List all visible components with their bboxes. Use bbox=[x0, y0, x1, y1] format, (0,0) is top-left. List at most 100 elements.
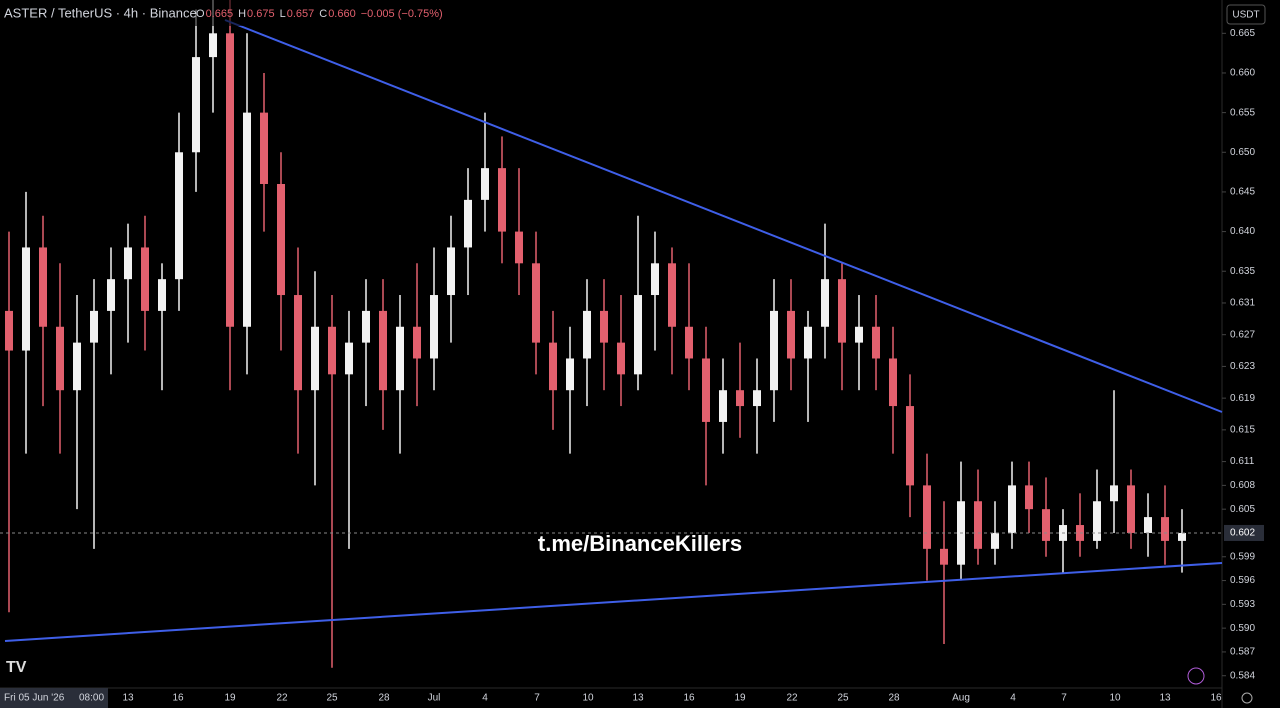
x-tick-label: 10 bbox=[1109, 693, 1121, 704]
candle-body bbox=[158, 279, 166, 311]
candle-body bbox=[464, 199, 472, 248]
candle-body bbox=[1025, 485, 1033, 510]
y-tick-label: 0.587 bbox=[1230, 647, 1255, 658]
crosshair-box bbox=[0, 688, 108, 708]
lightning-button[interactable] bbox=[1187, 667, 1205, 685]
candle-body bbox=[566, 358, 574, 391]
candles bbox=[5, 0, 1186, 668]
candle-body bbox=[294, 295, 302, 391]
ohlc-value: 0.675 bbox=[247, 8, 275, 20]
candle-body bbox=[277, 184, 285, 296]
y-tick-label: 0.599 bbox=[1230, 551, 1255, 562]
candle-body bbox=[192, 57, 200, 153]
candle-body bbox=[430, 295, 438, 359]
candle-body bbox=[1144, 517, 1152, 533]
candle-body bbox=[583, 310, 591, 359]
candle-body bbox=[634, 295, 642, 375]
candle-body bbox=[872, 326, 880, 359]
ohlc-value: C bbox=[319, 8, 327, 20]
ohlc-header: O 0.665 H 0.675 L 0.657 C 0.660 −0.005 (−0.75%) bbox=[196, 8, 443, 20]
x-tick-label: 4 bbox=[1010, 693, 1016, 704]
candle-body bbox=[5, 310, 13, 351]
currency-button[interactable] bbox=[1226, 4, 1266, 25]
y-tick-label: 0.631 bbox=[1230, 298, 1255, 309]
candle-body bbox=[22, 247, 30, 351]
candle-body bbox=[804, 326, 812, 359]
y-tick-label: 0.665 bbox=[1230, 28, 1255, 39]
ohlc-value: H bbox=[238, 8, 246, 20]
candle-body bbox=[617, 342, 625, 375]
crosshair-time: 08:00 bbox=[79, 693, 104, 704]
candle-body bbox=[651, 263, 659, 296]
x-tick-label: 28 bbox=[888, 693, 900, 704]
candle-body bbox=[447, 247, 455, 296]
x-tick-label: 28 bbox=[378, 693, 390, 704]
x-tick-label: 22 bbox=[786, 693, 798, 704]
candle-body bbox=[532, 263, 540, 343]
header-bg bbox=[0, 0, 455, 26]
currency[interactable]: USDT bbox=[1232, 10, 1259, 21]
ohlc-value: −0.005 (−0.75%) bbox=[361, 8, 443, 20]
watermark: t.me/BinanceKillers bbox=[538, 531, 742, 556]
y-tick-label: 0.640 bbox=[1230, 226, 1255, 237]
upper-trendline bbox=[224, 19, 1223, 413]
x-tick-label: 16 bbox=[1210, 693, 1222, 704]
y-tick-label: 0.619 bbox=[1230, 393, 1255, 404]
y-tick-label: 0.596 bbox=[1230, 575, 1255, 586]
x-tick-label: 13 bbox=[122, 693, 134, 704]
y-tick-label: 0.655 bbox=[1230, 107, 1255, 118]
settings-button[interactable] bbox=[1241, 692, 1253, 704]
candle-body bbox=[73, 342, 81, 391]
candle-body bbox=[413, 326, 421, 359]
y-tick-label: 0.584 bbox=[1230, 670, 1255, 681]
candle-body bbox=[1042, 509, 1050, 541]
candle-body bbox=[56, 326, 64, 391]
candle-body bbox=[549, 342, 557, 391]
candle-body bbox=[906, 406, 914, 486]
y-tick-label: 0.611 bbox=[1230, 456, 1255, 467]
crosshair-date: Fri 05 Jun '26 bbox=[4, 693, 65, 704]
y-tick-label: 0.605 bbox=[1230, 504, 1255, 515]
candle-body bbox=[753, 390, 761, 407]
candle-body bbox=[974, 501, 982, 549]
candle-body bbox=[175, 152, 183, 280]
candle-body bbox=[379, 310, 387, 391]
candle-body bbox=[209, 33, 217, 58]
y-tick-label: 0.608 bbox=[1230, 480, 1255, 491]
candle-body bbox=[787, 310, 795, 359]
x-tick-label: 13 bbox=[1159, 693, 1171, 704]
candle-body bbox=[260, 112, 268, 184]
candle-body bbox=[345, 342, 353, 375]
candle-body bbox=[1178, 532, 1186, 541]
logo: TV bbox=[6, 659, 27, 676]
candle-body bbox=[1008, 485, 1016, 533]
candle-body bbox=[226, 33, 234, 327]
y-tick-label: 0.590 bbox=[1230, 623, 1255, 634]
symbol-title: ASTER / TetherUS · 4h · Binance bbox=[4, 5, 197, 20]
candle-body bbox=[243, 112, 251, 327]
candle-body bbox=[396, 326, 404, 391]
y-tick-label: 0.623 bbox=[1230, 361, 1255, 372]
x-tick-label: 19 bbox=[224, 693, 236, 704]
candle-body bbox=[515, 231, 523, 264]
x-tick-label: Aug bbox=[952, 693, 970, 704]
ohlc-value: 0.665 bbox=[206, 8, 234, 20]
candle-body bbox=[1127, 485, 1135, 533]
x-tick-label: 16 bbox=[172, 693, 184, 704]
candle-body bbox=[141, 247, 149, 311]
y-tick-label: 0.627 bbox=[1230, 329, 1255, 340]
candle-body bbox=[889, 358, 897, 407]
candle-body bbox=[923, 485, 931, 549]
y-tick-label: 0.615 bbox=[1230, 425, 1255, 436]
candle-body bbox=[1110, 485, 1118, 502]
ohlc-value: 0.660 bbox=[328, 8, 356, 20]
lower-trendline bbox=[4, 562, 1223, 642]
x-tick-label: 4 bbox=[482, 693, 488, 704]
candle-body bbox=[702, 358, 710, 422]
candle-body bbox=[328, 326, 336, 375]
candle-body bbox=[1093, 501, 1101, 541]
ohlc-value: O bbox=[196, 8, 205, 20]
y-tick-label: 0.650 bbox=[1230, 147, 1255, 158]
candle-body bbox=[855, 326, 863, 343]
